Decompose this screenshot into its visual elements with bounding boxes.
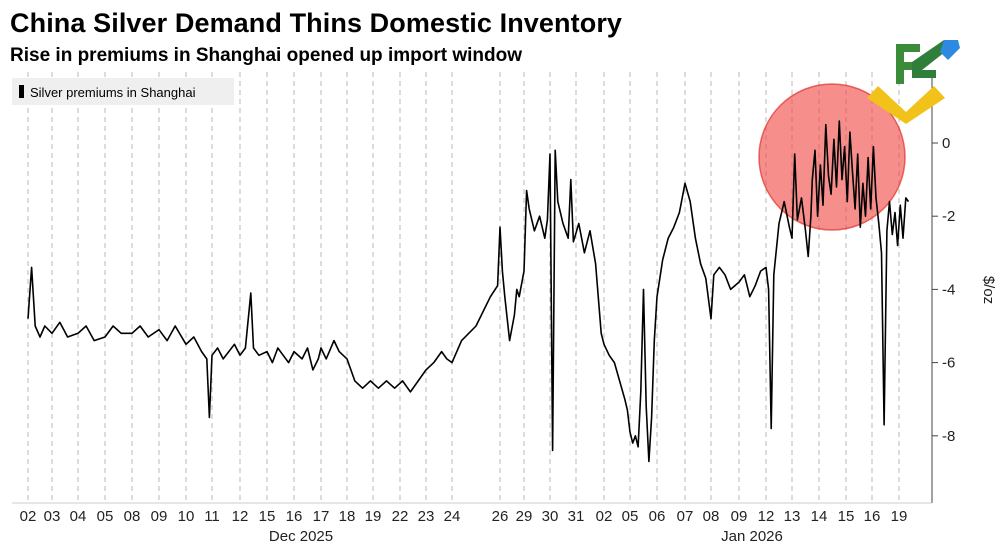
legend: Silver premiums in Shanghai — [12, 78, 234, 105]
logo-yellow-shape — [867, 86, 945, 124]
x-tick-label: 06 — [649, 508, 666, 525]
x-tick-label: 03 — [44, 508, 61, 525]
x-tick-label: 16 — [286, 508, 303, 525]
x-tick-label: 07 — [677, 508, 694, 525]
x-tick-label: 29 — [516, 508, 533, 525]
y-axis-label: $/oz — [980, 276, 997, 304]
x-tick-label: 08 — [124, 508, 141, 525]
x-tick-label: 04 — [70, 508, 87, 525]
x-tick-label: 14 — [811, 508, 828, 525]
x-tick-label: 23 — [418, 508, 435, 525]
x-tick-label: 12 — [232, 508, 249, 525]
y-tick-label: 0 — [942, 135, 950, 152]
legend-box — [12, 78, 234, 105]
brand-logo — [867, 40, 960, 124]
x-tick-label: 09 — [151, 508, 168, 525]
x-tick-label: 13 — [784, 508, 801, 525]
x-tick-label: 24 — [444, 508, 461, 525]
y-tick-label: -4 — [942, 281, 955, 298]
x-tick-label: 02 — [596, 508, 613, 525]
highlight-layer — [758, 83, 906, 231]
y-tick-label: -2 — [942, 208, 955, 225]
x-tick-label: 12 — [758, 508, 775, 525]
series-line — [27, 120, 910, 463]
x-axis: 02 03 04 05 08 09 10 11 12 15 16 17 18 19 22 23 24 26 29 30… — [20, 508, 908, 545]
x-tick-label: 17 — [313, 508, 330, 525]
y-axis: 0 -2 -4 -6 -8 $/oz — [932, 135, 997, 445]
x-tick-label: 08 — [703, 508, 720, 525]
month-label: Jan 2026 — [721, 528, 783, 545]
x-tick-label: 05 — [622, 508, 639, 525]
y-tick-label: -8 — [942, 428, 955, 445]
y-tick-label: -6 — [942, 355, 955, 372]
x-tick-label: 31 — [568, 508, 585, 525]
x-tick-label: 22 — [392, 508, 409, 525]
logo-blue-shape — [940, 40, 960, 60]
logo-green-shape — [896, 44, 920, 84]
x-tick-label: 15 — [838, 508, 855, 525]
series-layer — [27, 120, 910, 463]
x-tick-label: 30 — [542, 508, 559, 525]
x-tick-label: 18 — [339, 508, 356, 525]
chart-subtitle: Rise in premiums in Shanghai opened up i… — [10, 45, 522, 66]
logo-green-arrow — [912, 40, 950, 78]
legend-label: Silver premiums in Shanghai — [30, 85, 196, 100]
x-tick-label: 19 — [891, 508, 908, 525]
x-tick-label: 09 — [731, 508, 748, 525]
x-tick-label: 10 — [178, 508, 195, 525]
legend-swatch — [19, 85, 24, 98]
x-tick-label: 19 — [365, 508, 382, 525]
highlight-circle — [758, 83, 906, 231]
x-tick-label: 05 — [97, 508, 114, 525]
x-tick-label: 02 — [20, 508, 37, 525]
month-label: Dec 2025 — [269, 528, 333, 545]
x-tick-label: 16 — [864, 508, 881, 525]
chart-title: China Silver Demand Thins Domestic Inven… — [10, 8, 623, 38]
x-tick-label: 26 — [492, 508, 509, 525]
x-tick-label: 15 — [259, 508, 276, 525]
x-tick-label: 11 — [204, 508, 220, 525]
